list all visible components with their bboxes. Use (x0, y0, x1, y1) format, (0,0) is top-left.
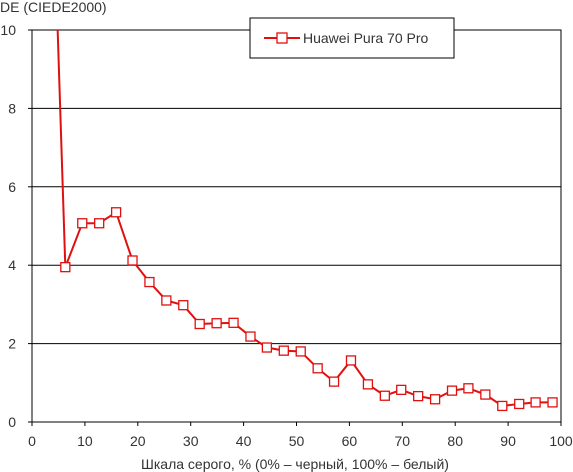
grid-lines (32, 107, 561, 345)
y-tick-label: 10 (0, 22, 16, 38)
data-point (194, 318, 205, 330)
data-point (312, 363, 323, 374)
data-point (110, 207, 122, 218)
data-point (211, 318, 222, 329)
data-point (228, 317, 239, 328)
x-tick-label: 90 (500, 433, 516, 449)
legend-label: Huawei Pura 70 Pro (303, 30, 429, 46)
data-point (530, 397, 541, 408)
x-tick-label: 70 (395, 433, 411, 449)
data-point (514, 398, 525, 410)
data-point (429, 394, 441, 405)
data-point (144, 276, 155, 288)
y-axis: 0 2 4 6 8 10 (0, 22, 32, 430)
data-point (362, 379, 374, 390)
y-tick-label: 2 (8, 336, 16, 352)
data-point (547, 397, 558, 408)
x-tick-label: 80 (447, 433, 463, 449)
x-tick-label: 30 (183, 433, 199, 449)
series (56, 30, 558, 412)
plot-area (31, 29, 562, 423)
data-point (295, 346, 306, 357)
data-point (178, 300, 189, 311)
y-axis-title: DE (CIEDE2000) (0, 0, 107, 15)
y-tick-label: 6 (8, 179, 16, 195)
data-point (261, 342, 273, 353)
data-point (463, 383, 474, 394)
data-point (480, 389, 491, 400)
x-tick-label: 20 (130, 433, 146, 449)
data-point (497, 400, 508, 412)
data-point (396, 384, 407, 396)
data-point (278, 345, 289, 356)
x-tick-label: 100 (549, 433, 573, 449)
x-tick-label: 10 (77, 433, 93, 449)
y-tick-label: 8 (8, 100, 16, 116)
data-point (94, 218, 105, 229)
data-point (77, 218, 88, 229)
data-point (245, 331, 256, 342)
x-axis-title: Шкала серого, % (0% – черный, 100% – бел… (141, 456, 449, 472)
data-point (328, 376, 340, 387)
x-tick-label: 50 (289, 433, 305, 449)
x-tick-label: 60 (342, 433, 358, 449)
y-tick-label: 0 (8, 414, 16, 430)
x-axis: 0 10 20 30 40 50 60 70 80 90 100 (28, 422, 573, 449)
legend-marker (276, 32, 288, 44)
data-point (379, 390, 390, 401)
data-point (161, 295, 172, 306)
x-tick-label: 0 (28, 433, 36, 449)
data-point (127, 255, 138, 266)
y-tick-label: 4 (8, 257, 16, 273)
data-point (446, 385, 458, 396)
data-point (60, 262, 71, 273)
legend: Huawei Pura 70 Pro (249, 17, 455, 59)
x-tick-label: 40 (236, 433, 252, 449)
data-point (345, 355, 357, 366)
data-point (413, 390, 424, 402)
